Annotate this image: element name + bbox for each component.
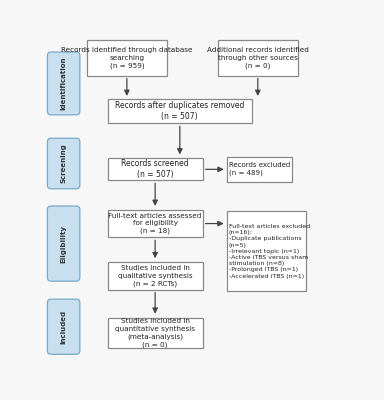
FancyBboxPatch shape	[47, 138, 80, 189]
Text: Included: Included	[61, 310, 67, 344]
Text: Records after duplicates removed
(n = 507): Records after duplicates removed (n = 50…	[115, 101, 244, 122]
FancyBboxPatch shape	[47, 206, 80, 281]
FancyBboxPatch shape	[87, 40, 167, 76]
Text: Studies included in
quantitative synthesis
(meta-analysis)
(n = 0): Studies included in quantitative synthes…	[115, 318, 195, 348]
Text: Records identified through database
searching
(n = 959): Records identified through database sear…	[61, 47, 193, 69]
Text: Full-text articles excluded
(n=16):
-Duplicate publications
(n=5)
-Irrelevant to: Full-text articles excluded (n=16): -Dup…	[229, 224, 310, 278]
Text: Identification: Identification	[61, 57, 67, 110]
FancyBboxPatch shape	[108, 158, 203, 180]
FancyBboxPatch shape	[108, 262, 203, 290]
FancyBboxPatch shape	[47, 52, 80, 115]
FancyBboxPatch shape	[47, 299, 80, 354]
Text: Screening: Screening	[61, 144, 67, 183]
FancyBboxPatch shape	[108, 210, 203, 238]
FancyBboxPatch shape	[227, 157, 292, 182]
Text: Full-text articles assessed
for eligibility
(n = 18): Full-text articles assessed for eligibil…	[108, 213, 202, 234]
Text: Additional records identified
through other sources
(n = 0): Additional records identified through ot…	[207, 47, 309, 69]
FancyBboxPatch shape	[108, 100, 252, 124]
FancyBboxPatch shape	[108, 318, 203, 348]
FancyBboxPatch shape	[218, 40, 298, 76]
Text: Records excluded
(n = 489): Records excluded (n = 489)	[228, 162, 290, 176]
FancyBboxPatch shape	[227, 211, 306, 291]
Text: Studies included in
qualitative synthesis
(n = 2 RCTs): Studies included in qualitative synthesi…	[118, 265, 192, 287]
Text: Eligibility: Eligibility	[61, 224, 67, 263]
Text: Records screened
(n = 507): Records screened (n = 507)	[121, 159, 189, 180]
